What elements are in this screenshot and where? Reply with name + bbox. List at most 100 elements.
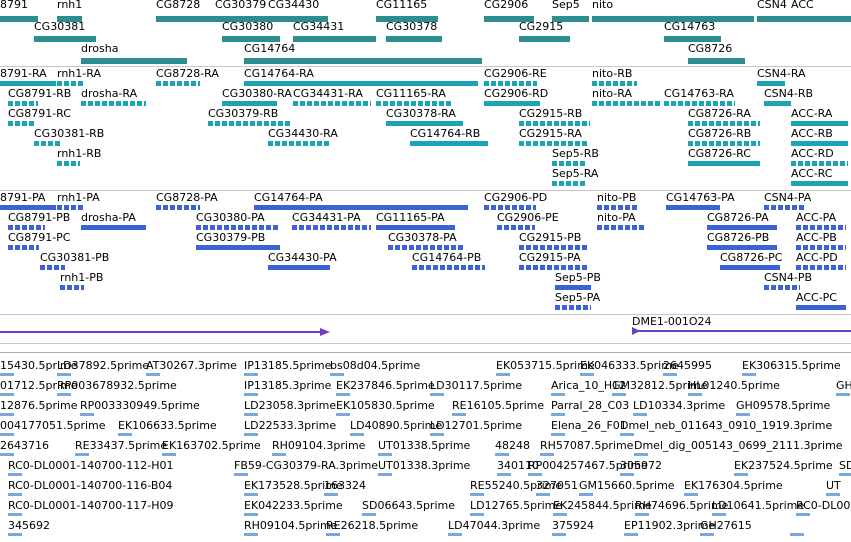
est-arrow[interactable] <box>612 393 626 396</box>
feature-bar[interactable] <box>555 285 591 290</box>
est-arrow[interactable] <box>430 393 444 396</box>
feature-bar[interactable] <box>376 16 438 22</box>
feature-bar[interactable] <box>386 36 442 42</box>
feature-bar[interactable] <box>592 16 754 22</box>
feature-arrows[interactable] <box>57 161 80 166</box>
feature-arrows[interactable] <box>796 245 846 250</box>
est-arrow[interactable] <box>430 433 444 436</box>
est-arrow[interactable] <box>551 413 565 416</box>
est-arrow[interactable] <box>742 373 756 376</box>
est-arrow[interactable] <box>244 493 258 496</box>
feature-arrows[interactable] <box>552 161 586 166</box>
feature-arrows[interactable] <box>497 225 535 230</box>
est-arrow[interactable] <box>0 453 14 456</box>
est-arrow[interactable] <box>448 533 462 536</box>
feature-bar[interactable] <box>244 58 482 64</box>
feature-arrows[interactable] <box>764 285 800 290</box>
est-arrow[interactable] <box>80 413 94 416</box>
feature-bar[interactable] <box>215 16 268 22</box>
feature-bar[interactable] <box>81 225 146 230</box>
est-arrow[interactable] <box>796 513 810 516</box>
feature-bar[interactable] <box>688 58 745 64</box>
est-arrow[interactable] <box>350 433 364 436</box>
feature-bar[interactable] <box>664 36 721 42</box>
est-arrow[interactable] <box>118 433 132 436</box>
feature-line[interactable] <box>632 330 851 332</box>
est-arrow[interactable] <box>324 493 338 496</box>
est-arrow[interactable] <box>839 473 851 476</box>
est-arrow[interactable] <box>75 453 89 456</box>
est-arrow[interactable] <box>736 413 750 416</box>
feature-bar[interactable] <box>254 205 468 210</box>
est-arrow[interactable] <box>8 513 22 516</box>
est-arrow[interactable] <box>378 473 392 476</box>
est-arrow[interactable] <box>553 513 567 516</box>
est-arrow[interactable] <box>244 393 258 396</box>
feature-arrows[interactable] <box>592 81 637 86</box>
est-arrow[interactable] <box>336 393 350 396</box>
est-arrow[interactable] <box>146 373 160 376</box>
est-arrow[interactable] <box>8 493 22 496</box>
feature-bar[interactable] <box>791 121 848 126</box>
est-arrow[interactable] <box>624 533 638 536</box>
feature-bar[interactable] <box>81 58 187 64</box>
feature-bar[interactable] <box>222 101 277 106</box>
feature-bar[interactable] <box>0 81 56 86</box>
feature-line[interactable] <box>0 331 322 333</box>
feature-bar[interactable] <box>707 245 777 250</box>
feature-arrows[interactable] <box>764 205 805 210</box>
feature-arrows[interactable] <box>484 81 537 86</box>
est-arrow[interactable] <box>579 493 593 496</box>
feature-bar[interactable] <box>0 16 38 22</box>
feature-arrows[interactable] <box>597 225 645 230</box>
feature-bar[interactable] <box>410 141 488 146</box>
est-arrow[interactable] <box>0 393 14 396</box>
feature-bar[interactable] <box>34 36 96 42</box>
feature-bar[interactable] <box>791 181 848 186</box>
feature-bar[interactable] <box>196 245 280 250</box>
est-arrow[interactable] <box>634 453 648 456</box>
est-arrow[interactable] <box>330 373 344 376</box>
feature-bar[interactable] <box>688 161 760 166</box>
est-arrow[interactable] <box>551 433 565 436</box>
feature-bar[interactable] <box>268 16 328 22</box>
est-arrow[interactable] <box>244 373 258 376</box>
feature-arrows[interactable] <box>57 205 84 210</box>
est-arrow[interactable] <box>635 513 649 516</box>
est-arrow[interactable] <box>790 533 804 536</box>
est-arrow[interactable] <box>540 453 554 456</box>
est-arrow[interactable] <box>663 373 677 376</box>
feature-arrows[interactable] <box>8 245 39 250</box>
feature-arrows[interactable] <box>597 205 637 210</box>
est-arrow[interactable] <box>688 393 702 396</box>
feature-bar[interactable] <box>386 121 463 126</box>
feature-bar[interactable] <box>57 16 82 22</box>
feature-arrows[interactable] <box>34 141 60 146</box>
est-arrow[interactable] <box>244 533 258 536</box>
feature-bar[interactable] <box>796 305 846 310</box>
est-arrow[interactable] <box>470 513 484 516</box>
feature-bar[interactable] <box>791 16 851 22</box>
est-arrow[interactable] <box>378 453 392 456</box>
est-arrow[interactable] <box>620 433 634 436</box>
feature-arrows[interactable] <box>519 141 589 146</box>
est-arrow[interactable] <box>470 493 484 496</box>
feature-bar[interactable] <box>757 81 785 86</box>
feature-arrows[interactable] <box>60 285 84 290</box>
feature-bar[interactable] <box>791 141 848 146</box>
est-arrow[interactable] <box>528 473 542 476</box>
est-arrow[interactable] <box>272 453 286 456</box>
feature-arrows[interactable] <box>592 101 660 106</box>
feature-bar[interactable] <box>519 36 570 42</box>
est-arrow[interactable] <box>826 493 840 496</box>
est-arrow[interactable] <box>712 513 726 516</box>
feature-bar[interactable] <box>222 36 280 42</box>
est-arrow[interactable] <box>244 433 258 436</box>
feature-arrows[interactable] <box>40 265 65 270</box>
feature-bar[interactable] <box>484 16 534 22</box>
feature-arrows[interactable] <box>791 161 848 166</box>
est-arrow[interactable] <box>580 373 594 376</box>
est-arrow[interactable] <box>684 493 698 496</box>
feature-arrows[interactable] <box>81 101 146 106</box>
feature-arrows[interactable] <box>292 225 371 230</box>
